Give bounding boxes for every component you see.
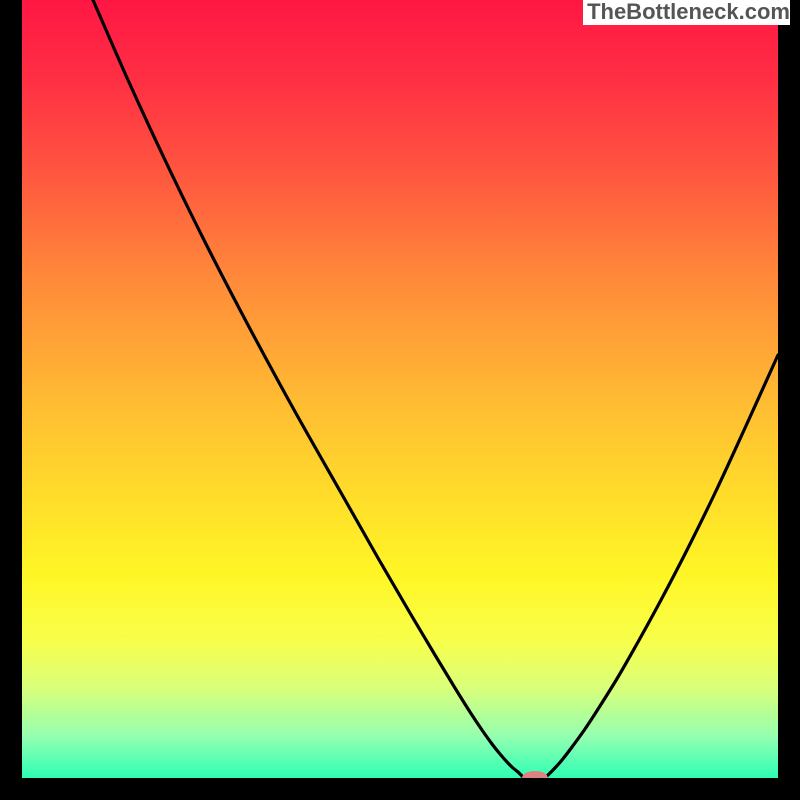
axis-border-left — [0, 0, 22, 800]
axis-border-bottom — [0, 778, 800, 800]
bottleneck-curve-layer — [0, 0, 800, 800]
chart-container: TheBottleneck.com — [0, 0, 800, 800]
attribution-watermark: TheBottleneck.com — [583, 0, 790, 25]
bottleneck-v-curve — [93, 0, 778, 778]
axis-border-right — [778, 0, 800, 800]
